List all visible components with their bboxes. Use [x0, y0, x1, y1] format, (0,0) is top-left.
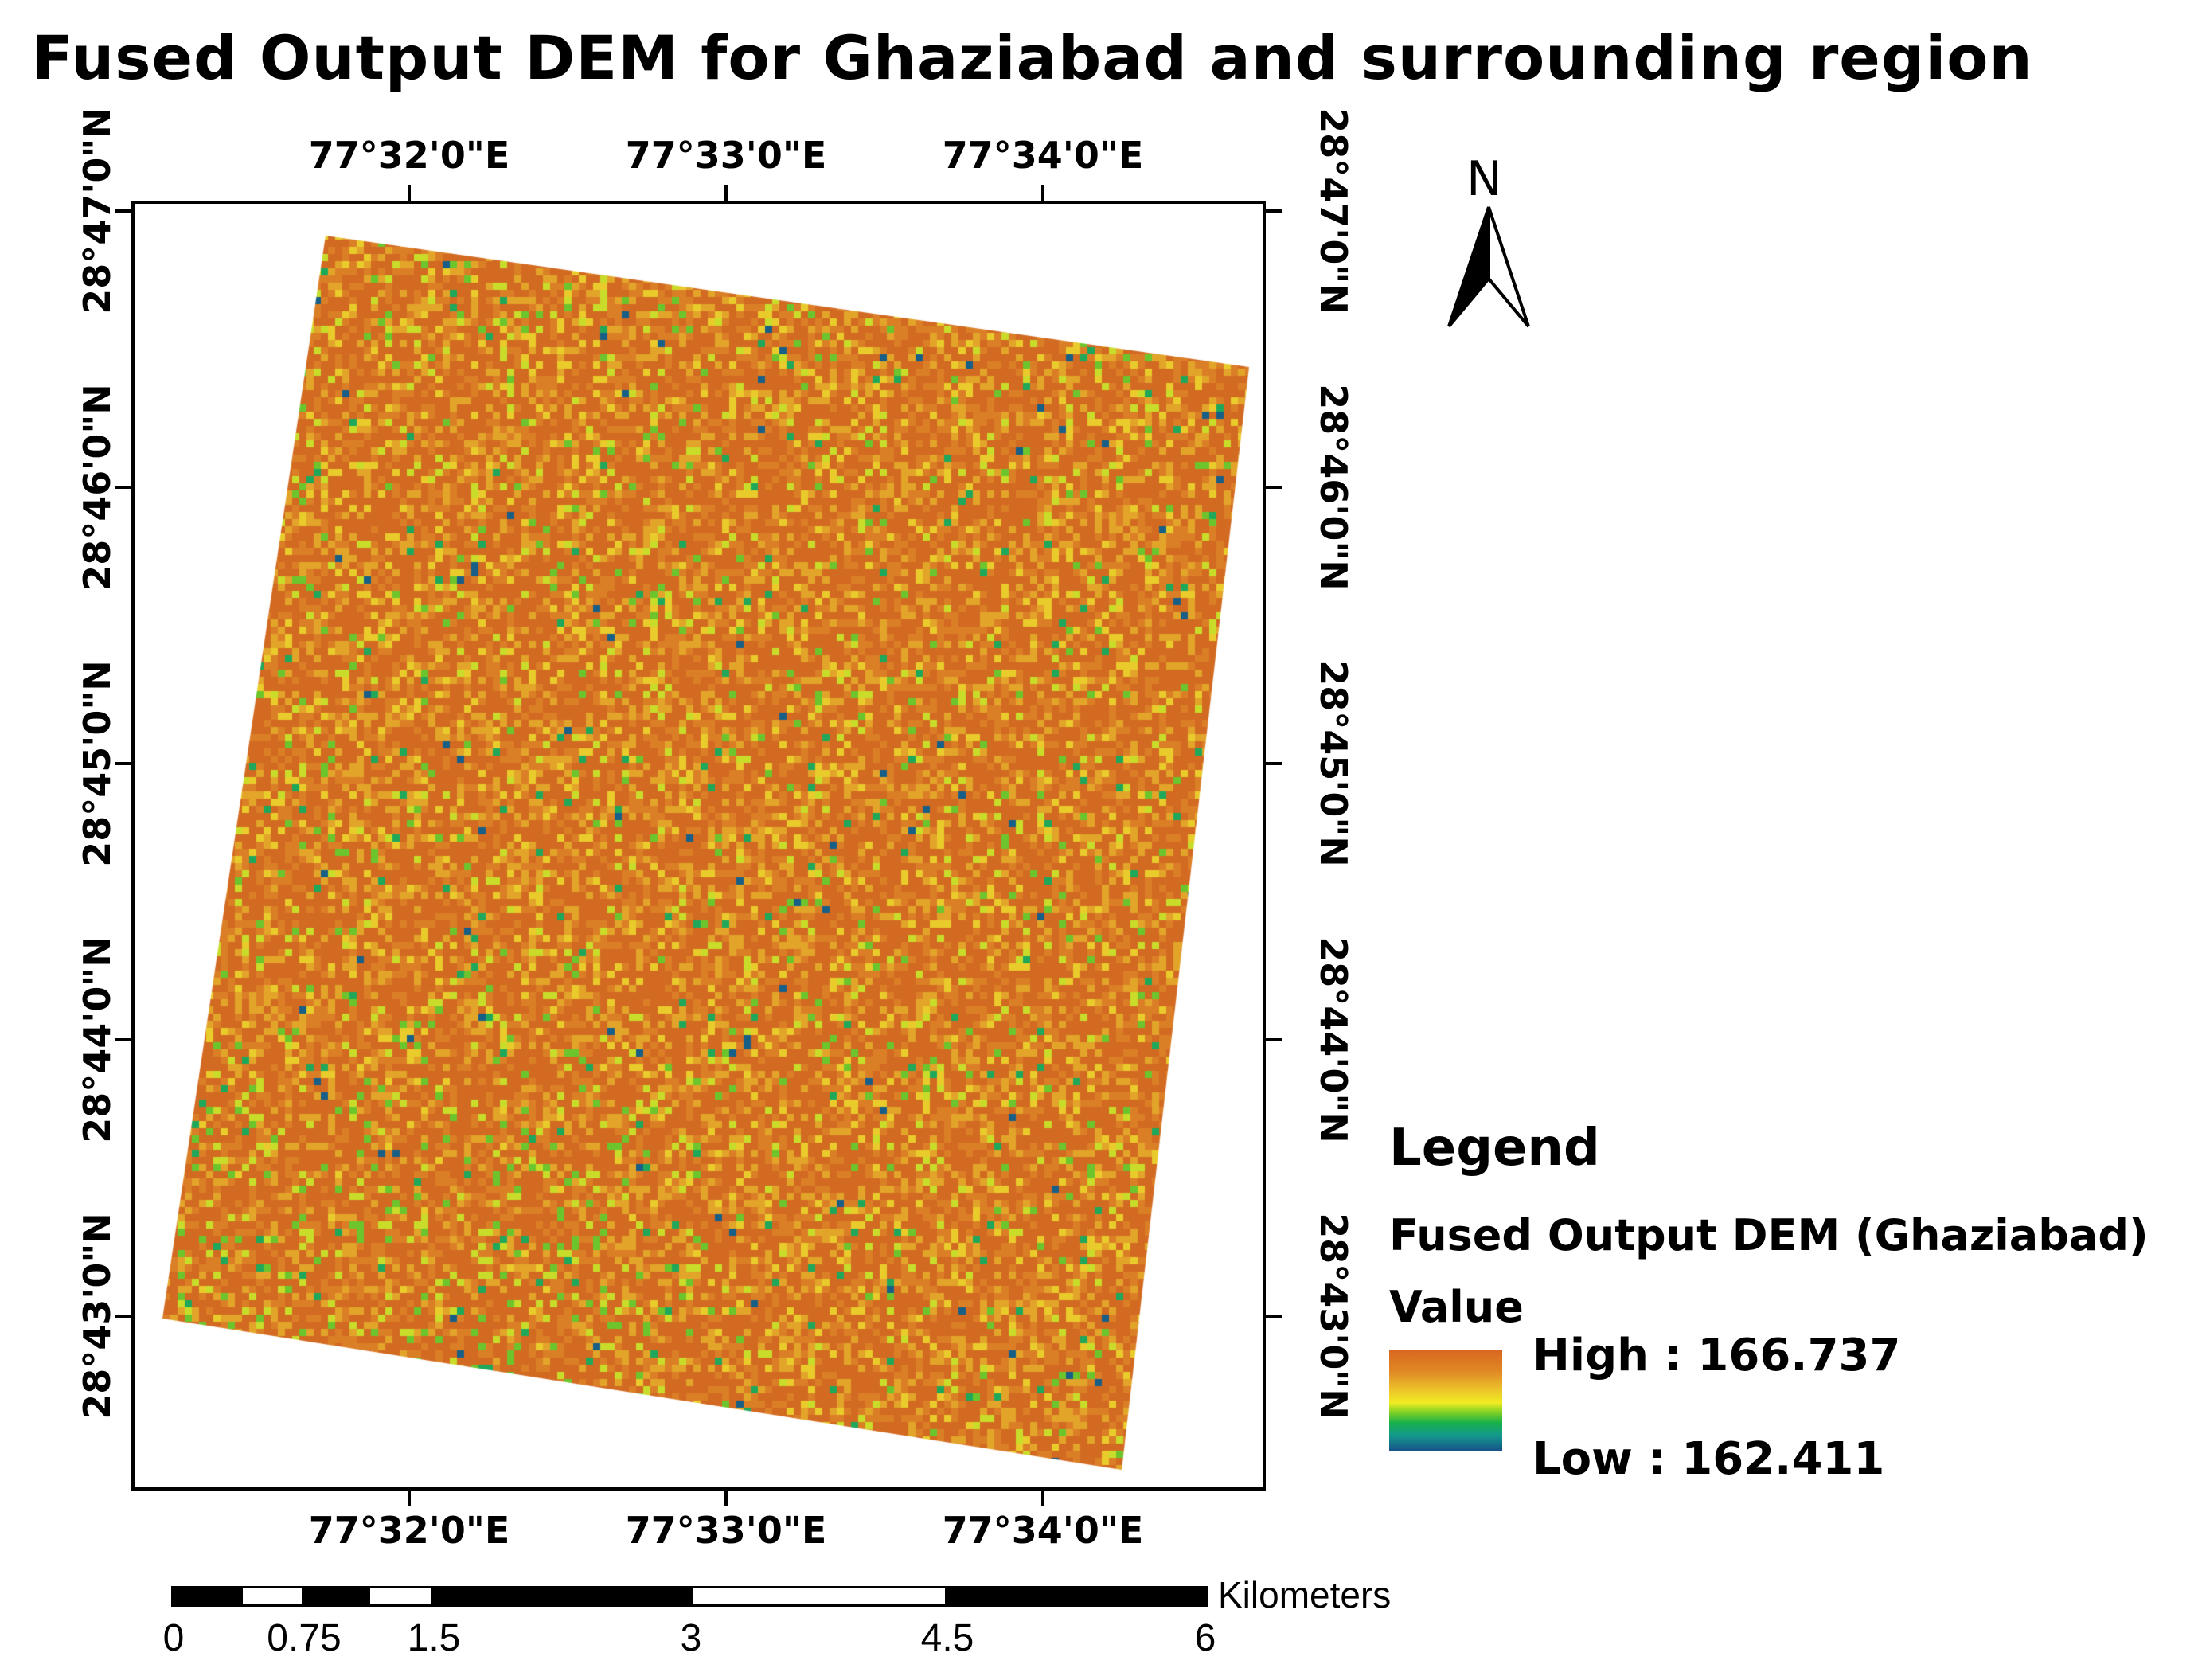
scalebar-label: 1.5: [407, 1617, 461, 1659]
lon-tick-bottom-1: [408, 1491, 411, 1506]
legend-high-label: High : 166.737: [1532, 1330, 1901, 1381]
lat-tick-right-3: [1266, 762, 1282, 765]
lat-tick-left-3: [115, 762, 131, 765]
scalebar-label: 0: [162, 1617, 185, 1659]
lat-label-left-1: 28°47'0"N: [75, 107, 119, 315]
lon-tick-bottom-3: [1041, 1491, 1044, 1506]
lon-label-top-3: 77°34'0"E: [942, 134, 1144, 177]
lon-tick-top-2: [724, 185, 728, 201]
scalebar-label: 3: [680, 1617, 702, 1659]
map-title: Fused Output DEM for Ghaziabad and surro…: [32, 22, 2033, 93]
scalebar-segment: [368, 1586, 433, 1607]
scalebar-label: 4.5: [920, 1617, 974, 1659]
lon-label-top-1: 77°32'0"E: [308, 134, 510, 177]
dem-raster: [135, 204, 1263, 1487]
lat-tick-left-4: [115, 1038, 131, 1041]
scalebar-label: 0.75: [267, 1617, 342, 1659]
map-frame: [131, 201, 1266, 1491]
lat-label-left-2: 28°46'0"N: [75, 384, 119, 591]
lat-tick-right-1: [1266, 209, 1282, 213]
lat-label-right-2: 28°46'0"N: [1311, 384, 1355, 591]
lat-label-left-5: 28°43'0"N: [75, 1213, 119, 1420]
scalebar-segment: [240, 1586, 304, 1607]
lat-label-right-4: 28°44'0"N: [1311, 936, 1355, 1143]
legend-low-label: Low : 162.411: [1532, 1433, 1885, 1485]
lon-tick-top-1: [408, 185, 411, 201]
lat-label-right-3: 28°45'0"N: [1311, 660, 1355, 867]
lat-tick-right-5: [1266, 1315, 1282, 1318]
lat-label-left-4: 28°44'0"N: [75, 936, 119, 1143]
lat-tick-right-2: [1266, 486, 1282, 489]
lon-label-bottom-1: 77°32'0"E: [308, 1509, 510, 1552]
lat-tick-left-5: [115, 1315, 131, 1318]
scalebar-unit: Kilometers: [1218, 1574, 1392, 1616]
scalebar-segment: [302, 1586, 370, 1607]
lon-tick-top-3: [1041, 185, 1044, 201]
legend-field-label: Value: [1389, 1282, 1524, 1332]
scalebar-segment: [945, 1586, 1208, 1607]
scalebar-segment: [691, 1586, 947, 1607]
scalebar-label: 6: [1194, 1617, 1216, 1659]
lat-label-right-5: 28°43'0"N: [1311, 1213, 1355, 1420]
legend-title: Legend: [1389, 1119, 1600, 1178]
scalebar-segment: [171, 1586, 243, 1607]
scalebar-segment: [431, 1586, 693, 1607]
lat-tick-right-4: [1266, 1038, 1282, 1041]
legend-layer-name: Fused Output DEM (Ghaziabad): [1389, 1210, 2149, 1260]
lat-label-left-3: 28°45'0"N: [75, 660, 119, 867]
lon-tick-bottom-2: [724, 1491, 728, 1506]
lon-label-top-2: 77°33'0"E: [625, 134, 827, 177]
lon-label-bottom-2: 77°33'0"E: [625, 1509, 827, 1552]
lat-tick-left-2: [115, 486, 131, 489]
lat-tick-left-1: [115, 209, 131, 213]
north-letter: N: [1466, 151, 1502, 207]
lat-label-right-1: 28°47'0"N: [1311, 107, 1355, 315]
lon-label-bottom-3: 77°34'0"E: [942, 1509, 1144, 1552]
north-arrow-icon: [1447, 206, 1530, 328]
legend-color-ramp: [1389, 1350, 1502, 1451]
